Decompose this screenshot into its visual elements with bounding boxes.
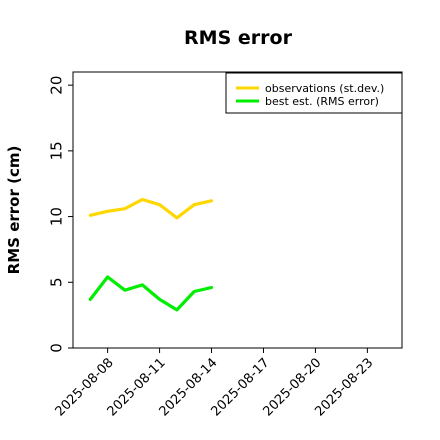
series-line-best-estimate (88, 275, 214, 312)
y-tick-label: 10 (47, 207, 65, 226)
y-tick-label: 20 (47, 76, 65, 95)
legend-label-best-estimate: best est. (RMS error) (265, 95, 379, 108)
series-line-observations (88, 197, 214, 220)
y-tick-label: 5 (47, 278, 65, 288)
legend-box (225, 72, 403, 114)
chart-title: RMS error (184, 27, 293, 49)
y-tick-label: 15 (47, 141, 65, 160)
plot-area-frame (72, 71, 403, 349)
series-lines (88, 197, 214, 312)
y-axis-ticks: 0 5 10 15 20 (47, 76, 73, 353)
x-axis-ticks: 2025-08-082025-08-112025-08-142025-08-17… (53, 348, 376, 419)
y-axis-label: RMS error (cm) (5, 146, 23, 275)
legend-label-observations: observations (st.dev.) (265, 82, 384, 95)
legend: observations (st.dev.) best est. (RMS er… (225, 72, 403, 114)
y-tick-label: 0 (47, 343, 65, 353)
